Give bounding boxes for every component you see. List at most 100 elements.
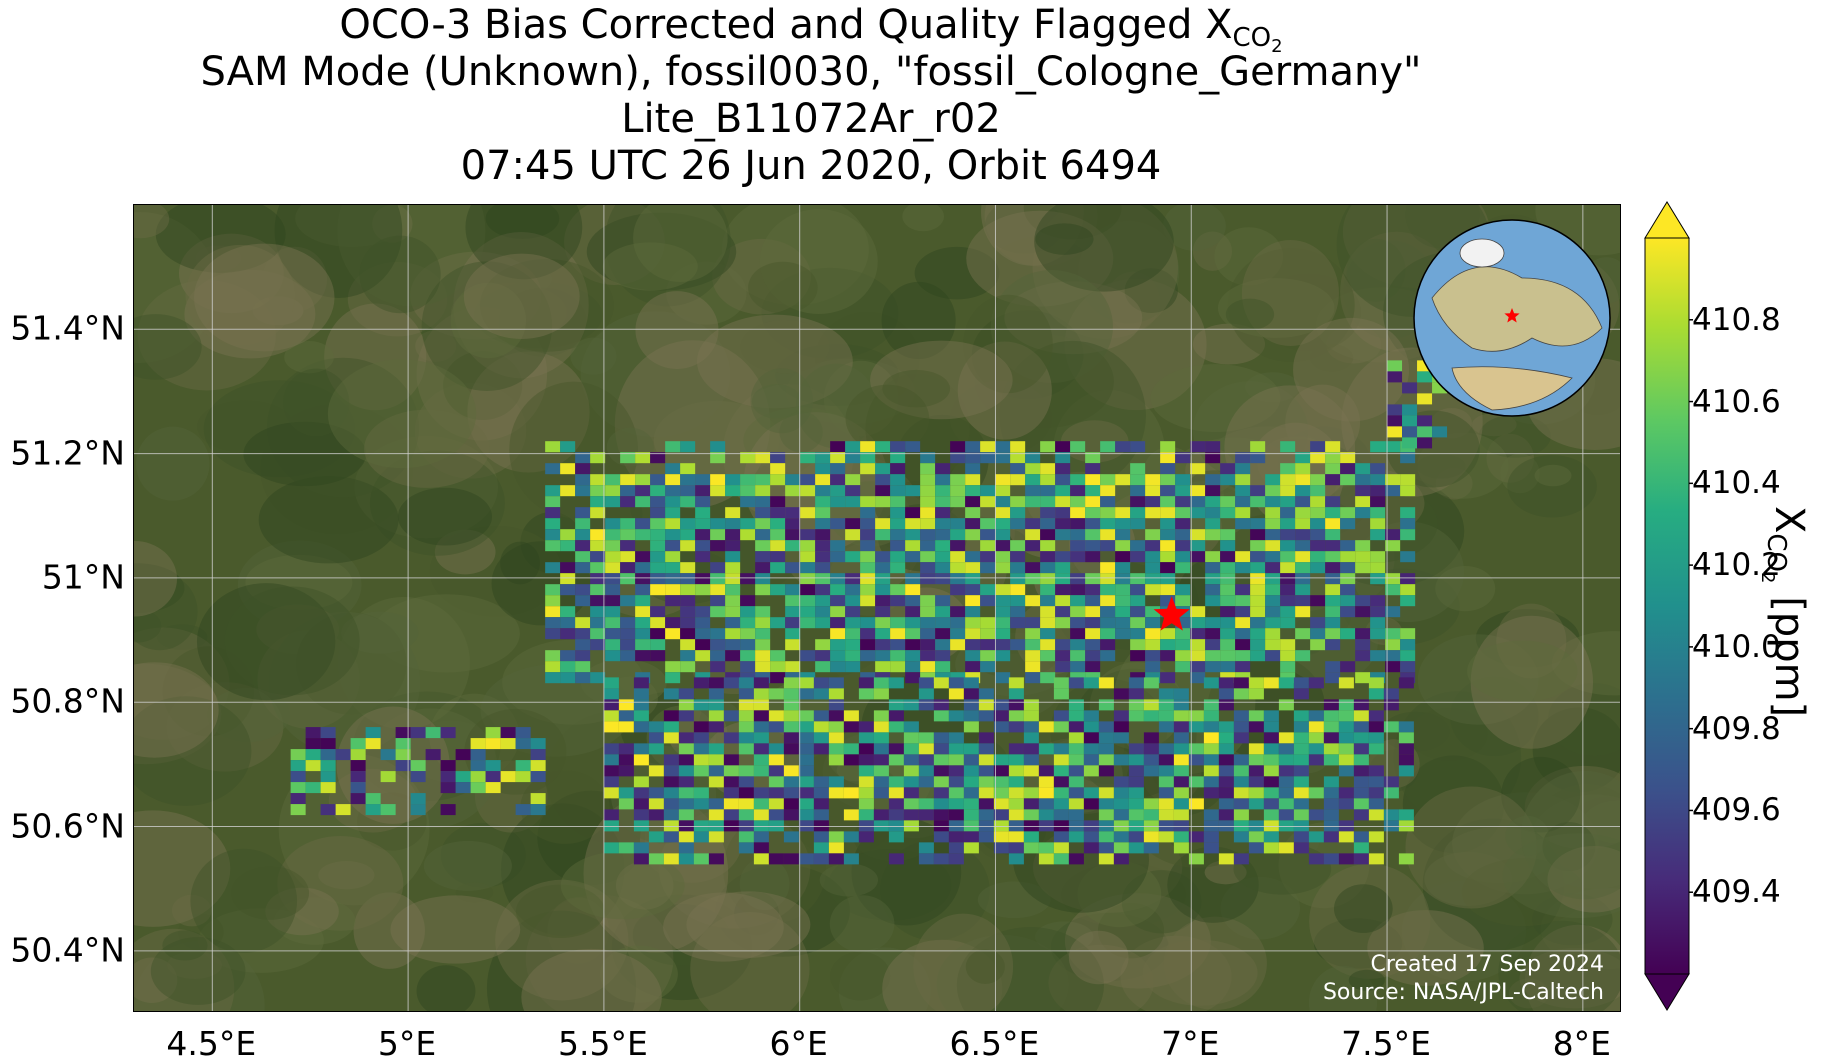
terrain-patch: [185, 244, 296, 346]
xco2-pixel: [680, 617, 696, 629]
xco2-pixel: [875, 474, 891, 486]
xco2-pixel: [933, 809, 949, 821]
xco2-pixel: [1400, 529, 1416, 541]
xco2-pixel: [965, 639, 981, 651]
xco2-pixel: [1055, 551, 1071, 563]
terrain-patch: [1405, 786, 1537, 909]
terrain-patch: [989, 236, 1094, 306]
xco2-pixel: [978, 787, 994, 799]
terrain-patch: [615, 861, 674, 910]
xco2-pixel: [1205, 496, 1221, 508]
xco2-pixel: [783, 677, 799, 689]
terrain-patch: [1424, 851, 1513, 906]
xco2-pixel: [545, 540, 561, 552]
xco2-pixel: [1175, 661, 1191, 673]
xco2-pixel: [695, 485, 711, 497]
xco2-pixel: [830, 595, 846, 607]
xco2-pixel: [1128, 820, 1144, 832]
xco2-pixel: [680, 584, 696, 596]
xco2-pixel: [605, 496, 621, 508]
xco2-pixel: [1190, 540, 1206, 552]
xco2-pixel: [993, 776, 1009, 788]
xco2-pixel: [1053, 688, 1069, 700]
xco2-pixel: [1175, 485, 1191, 497]
xco2-pixel: [903, 809, 919, 821]
xco2-pixel: [603, 677, 619, 689]
xco2-pixel: [663, 798, 679, 810]
xco2-pixel: [695, 628, 711, 640]
xco2-pixel: [1113, 798, 1129, 810]
xco2-pixel: [1100, 540, 1116, 552]
xco2-pixel: [710, 639, 726, 651]
xco2-pixel: [1100, 485, 1116, 497]
xco2-pixel: [845, 441, 861, 453]
xco2-pixel: [1083, 732, 1099, 744]
xco2-pixel: [1278, 765, 1294, 777]
xco2-pixel: [1323, 809, 1339, 821]
xco2-pixel: [1370, 496, 1386, 508]
xco2-pixel: [905, 485, 921, 497]
terrain-patch: [1192, 381, 1309, 480]
xco2-pixel: [515, 804, 531, 816]
map-plot-area[interactable]: Created 17 Sep 2024 Source: NASA/JPL-Cal…: [133, 204, 1621, 1012]
xco2-pixel: [560, 672, 576, 684]
xco2-pixel: [1008, 754, 1024, 766]
xco2-pixel: [1203, 765, 1219, 777]
xco2-pixel: [995, 529, 1011, 541]
xco2-pixel: [635, 518, 651, 530]
xco2-pixel: [678, 776, 694, 788]
xco2-pixel: [950, 452, 966, 464]
terrain-patch: [1192, 323, 1266, 365]
xco2-pixel: [813, 787, 829, 799]
xco2-pixel: [1068, 798, 1084, 810]
xco2-pixel: [1250, 595, 1266, 607]
xco2-pixel: [663, 688, 679, 700]
xco2-pixel: [1250, 617, 1266, 629]
terrain-patch: [1097, 903, 1165, 959]
xco2-pixel: [485, 771, 501, 783]
xco2-pixel: [1160, 485, 1176, 497]
xco2-pixel: [710, 661, 726, 673]
terrain-patch: [450, 282, 527, 359]
xco2-pixel: [738, 688, 754, 700]
xco2-pixel: [993, 798, 1009, 810]
terrain-patch: [162, 646, 255, 737]
xco2-pixel: [1010, 573, 1026, 585]
xco2-pixel: [1205, 617, 1221, 629]
terrain-patch: [966, 210, 1114, 307]
xco2-pixel: [708, 820, 724, 832]
xco2-pixel: [693, 853, 709, 865]
xco2-pixel: [933, 853, 949, 865]
terrain-patch: [423, 840, 512, 891]
xco2-pixel: [1295, 463, 1311, 475]
xco2-pixel: [605, 584, 621, 596]
xco2-pixel: [1175, 628, 1191, 640]
xco2-pixel: [1068, 732, 1084, 744]
xco2-pixel: [1263, 732, 1279, 744]
xco2-pixel: [1160, 540, 1176, 552]
xco2-pixel: [1070, 551, 1086, 563]
xco2-pixel: [530, 738, 546, 750]
xco2-pixel: [1085, 639, 1101, 651]
terrain-patch: [1245, 372, 1300, 403]
xco2-pixel: [1100, 595, 1116, 607]
xco2-pixel: [935, 540, 951, 552]
xco2-pixel: [1038, 721, 1054, 733]
xco2-pixel: [875, 441, 891, 453]
terrain-patch: [283, 368, 350, 437]
xco2-pixel: [800, 507, 816, 519]
xco2-pixel: [1055, 562, 1071, 574]
xco2-pixel: [710, 650, 726, 662]
xco2-pixel: [1068, 853, 1084, 865]
xco2-pixel: [798, 688, 814, 700]
xco2-pixel: [858, 688, 874, 700]
xco2-pixel: [1325, 496, 1341, 508]
xco2-pixel: [950, 496, 966, 508]
xco2-pixel: [753, 809, 769, 821]
xco2-pixel: [1083, 721, 1099, 733]
xco2-pixel: [873, 754, 889, 766]
xco2-pixel: [738, 831, 754, 843]
xco2-pixel: [650, 540, 666, 552]
xco2-pixel: [648, 743, 664, 755]
xco2-pixel: [1070, 606, 1086, 618]
